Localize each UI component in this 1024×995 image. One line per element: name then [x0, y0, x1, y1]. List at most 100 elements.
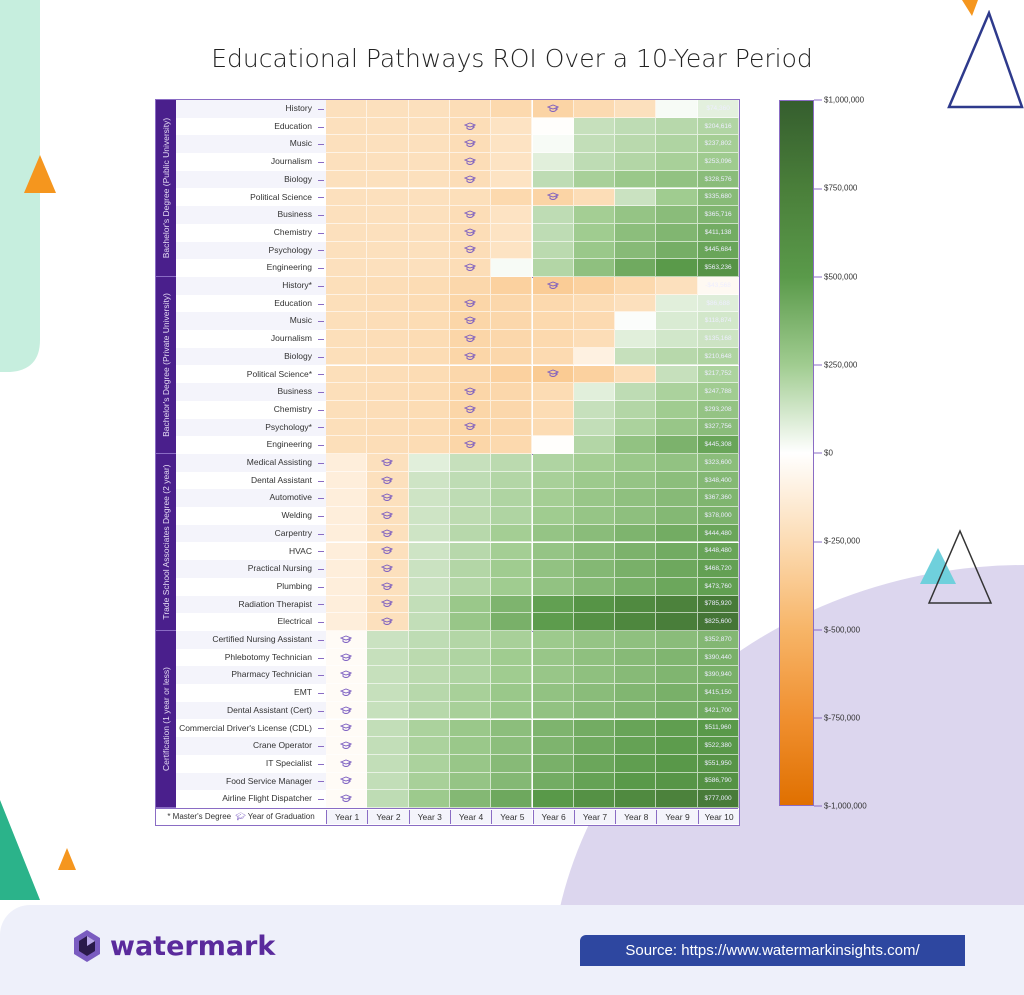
- heatmap-cell: [367, 524, 409, 543]
- heatmap-cell: [367, 701, 409, 720]
- heatmap-cell: [449, 542, 492, 561]
- heatmap-cell-year10: $825,600: [697, 613, 740, 631]
- heatmap-cell: [367, 135, 409, 154]
- heatmap-cell: [573, 418, 616, 437]
- heatmap-cell: [656, 100, 698, 118]
- heatmap-cell: [573, 595, 616, 614]
- heatmap-cell: [449, 418, 492, 437]
- heatmap-cell: [491, 666, 533, 685]
- heatmap-cell: [408, 365, 450, 384]
- heatmap-cell-year10: $378,000: [697, 507, 740, 525]
- heatmap-cell: [367, 737, 409, 755]
- heatmap-cell: [615, 100, 657, 118]
- heatmap-cell: [367, 436, 409, 454]
- heatmap-cell: [367, 631, 409, 649]
- row-label: Engineering: [176, 259, 326, 277]
- heatmap-cell: [491, 418, 533, 437]
- graduation-cap-icon: [340, 794, 353, 803]
- heatmap-cell: [326, 100, 368, 118]
- heatmap-cell: [532, 631, 574, 649]
- heatmap-cell: [532, 524, 574, 543]
- heatmap-cell: [367, 153, 409, 171]
- heatmap-cell-year10: $210,648: [697, 347, 740, 366]
- heatmap-cell: [532, 241, 574, 260]
- heatmap-cell: [573, 330, 616, 348]
- heatmap-cell: [491, 135, 533, 154]
- heatmap-cell: [326, 613, 368, 631]
- heatmap-cell: [573, 206, 616, 224]
- decor-orange-triangle: [58, 848, 76, 870]
- heatmap-cell: [491, 241, 533, 260]
- heatmap-cell: [656, 347, 698, 366]
- heatmap-cell: [615, 330, 657, 348]
- legend-note: * Master's Degree 🎓︎ Year of Graduation: [156, 810, 326, 824]
- heatmap-cell: [408, 241, 450, 260]
- heatmap-cell: [656, 418, 698, 437]
- heatmap-cell: [408, 436, 450, 454]
- graduation-cap-icon: [381, 617, 394, 626]
- heatmap-cell: [326, 135, 368, 154]
- graduation-cap-icon: [340, 741, 353, 749]
- source-link[interactable]: Source: https://www.watermarkinsights.co…: [580, 935, 965, 966]
- graduation-cap-icon: [546, 192, 559, 201]
- heatmap-cell: [449, 135, 492, 154]
- heatmap-cell: [573, 100, 616, 118]
- watermark-logo-icon: [74, 930, 100, 962]
- heatmap-cell: [615, 400, 657, 419]
- heatmap-cell: [408, 135, 450, 154]
- row-label: Education: [176, 295, 326, 313]
- heatmap-cell: [449, 277, 492, 295]
- heatmap-cell: [408, 684, 450, 702]
- heatmap-cell: [615, 790, 657, 808]
- heatmap-cell: [326, 666, 368, 685]
- row-label: Journalism: [176, 330, 326, 348]
- heatmap-cell: [326, 383, 368, 401]
- row-label: Journalism: [176, 153, 326, 171]
- row-label: Dental Assistant (Cert): [176, 701, 326, 720]
- heatmap-cell: [532, 790, 574, 808]
- heatmap-cell-year10: $247,788: [697, 383, 740, 401]
- heatmap-cell: [449, 613, 492, 631]
- heatmap-cell: [491, 489, 533, 508]
- masters-note: * Master's Degree: [167, 812, 232, 821]
- row-label: Psychology*: [176, 418, 326, 437]
- heatmap-cell: [532, 347, 574, 366]
- graduation-cap-icon: [464, 139, 477, 148]
- heatmap-cell: [449, 701, 492, 720]
- x-tick-label: Year 10: [697, 810, 740, 824]
- heatmap-cell: [367, 772, 409, 791]
- heatmap-cell-year10: $522,380: [697, 737, 740, 755]
- heatmap-cell: [656, 737, 698, 755]
- heatmap-cell: [491, 631, 533, 649]
- heatmap-cell: [573, 277, 616, 295]
- graduation-cap-icon: [381, 476, 394, 484]
- heatmap-cell: [326, 436, 368, 454]
- heatmap-cell: [408, 754, 450, 773]
- heatmap-cell: [449, 489, 492, 508]
- heatmap-cell: [491, 737, 533, 755]
- heatmap-cell: [573, 524, 616, 543]
- heatmap-cell: [573, 737, 616, 755]
- heatmap-cell: [367, 206, 409, 224]
- heatmap-cell-year10: $563,236: [697, 259, 740, 277]
- heatmap-cell: [408, 595, 450, 614]
- heatmap-cell: [326, 117, 368, 136]
- heatmap-cell: [615, 772, 657, 791]
- heatmap-cell: [449, 223, 492, 242]
- colorbar-tick-label: $500,000: [814, 272, 857, 281]
- heatmap-cell: [367, 754, 409, 773]
- heatmap-cell: [408, 701, 450, 720]
- row-label: Chemistry: [176, 401, 326, 419]
- heatmap-cell-year10: $468,720: [697, 560, 740, 578]
- heatmap-cell: [615, 666, 657, 685]
- heatmap-cell: [408, 471, 450, 490]
- row-label: History*: [176, 277, 326, 295]
- heatmap-cell: [449, 436, 492, 454]
- heatmap-cell: [656, 719, 698, 738]
- heatmap-cell: [615, 294, 657, 313]
- heatmap-cell: [449, 772, 492, 791]
- heatmap-cell: [408, 277, 450, 295]
- row-label: Education: [176, 118, 326, 136]
- graduation-cap-icon: [546, 104, 559, 112]
- heatmap-cell: [408, 666, 450, 685]
